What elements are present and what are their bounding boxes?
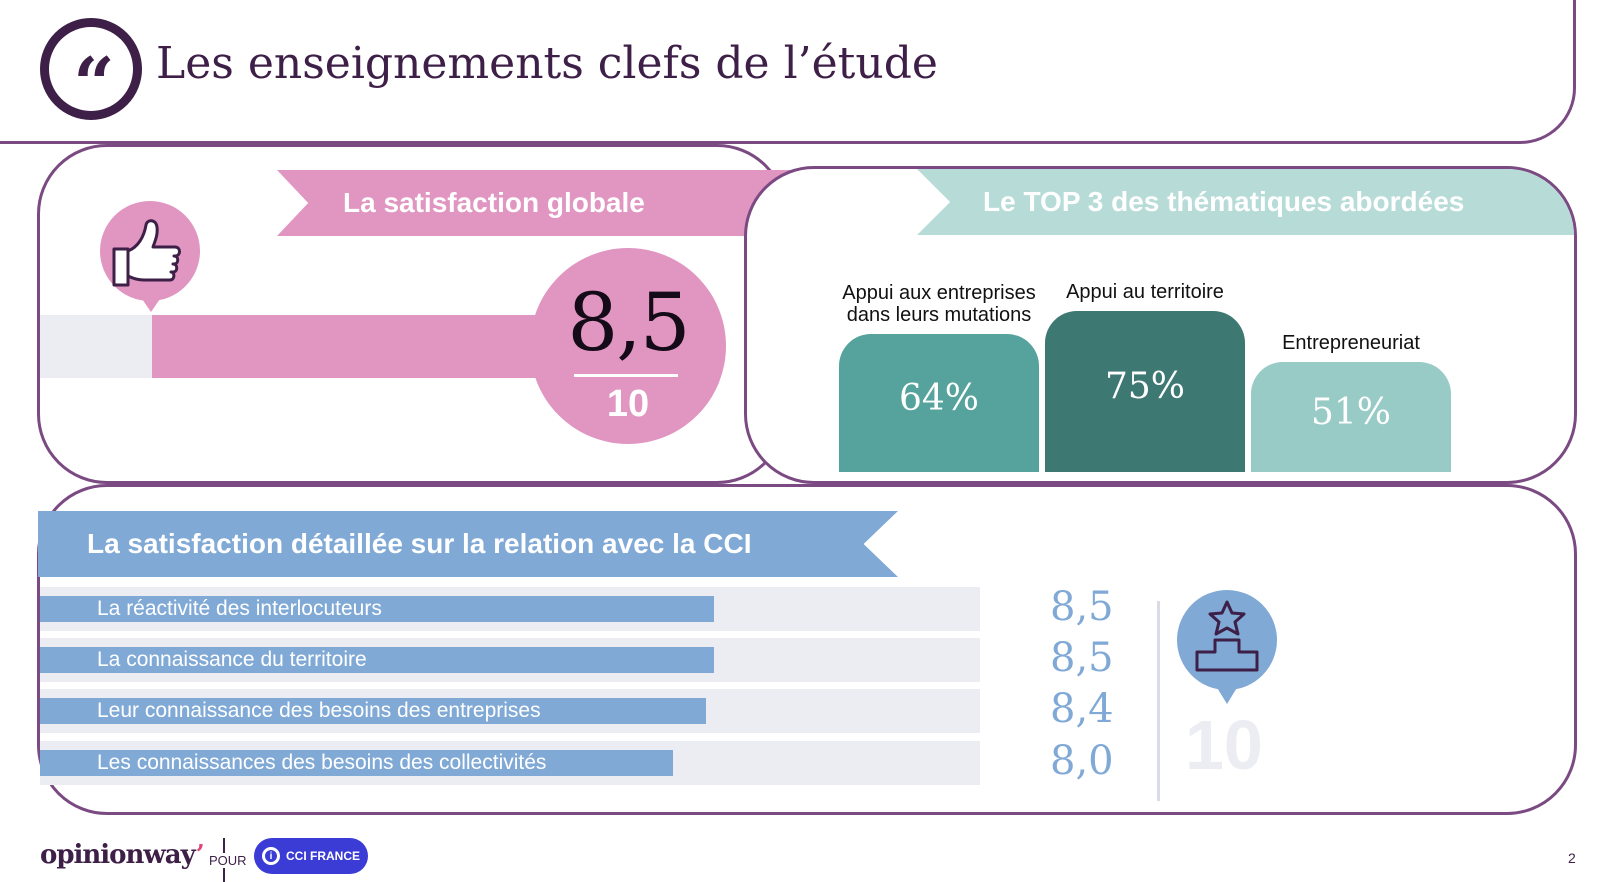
- top3-panel: Le TOP 3 des thématiques abordées 64% App…: [744, 166, 1577, 484]
- pour-label: POUR: [207, 853, 249, 868]
- global-score: 8,5: [567, 276, 690, 369]
- row-bar: [40, 750, 673, 776]
- row-label: Les connaissances des besoins des collec…: [97, 751, 547, 774]
- theme-label: Appui au territoire: [1066, 281, 1224, 303]
- row-score: 8,0: [1050, 738, 1114, 784]
- row-label: La réactivité des interlocuteurs: [97, 597, 382, 620]
- detail-max: 10: [1185, 706, 1263, 784]
- row-bar: [40, 596, 714, 622]
- theme-bar: 64%: [839, 334, 1039, 472]
- theme-label: Entrepreneuriat: [1282, 332, 1420, 354]
- thumbs-up-icon: [100, 201, 200, 301]
- quote-icon: “: [40, 18, 142, 120]
- row-score: 8,5: [1050, 635, 1114, 681]
- row-label: La connaissance du territoire: [97, 648, 367, 671]
- cci-mark-icon: i: [262, 847, 280, 865]
- cci-france-logo: i CCI FRANCE: [254, 838, 368, 874]
- global-bar: [152, 315, 582, 378]
- global-bar-track: [40, 315, 152, 378]
- theme-bar: 75%: [1045, 311, 1245, 472]
- top3-banner: Le TOP 3 des thématiques abordées: [917, 169, 1574, 235]
- detail-banner: La satisfaction détaillée sur la relatio…: [38, 511, 898, 577]
- page-title: Les enseignements clefs de l’étude: [156, 38, 938, 89]
- global-score-max: 10: [606, 383, 650, 425]
- global-score-circle: [530, 248, 726, 444]
- row-bar: [40, 698, 706, 724]
- row-label: Leur connaissance des besoins des entrep…: [97, 699, 541, 722]
- page-number: 2: [1568, 850, 1576, 866]
- header-frame: [0, 0, 1576, 144]
- podium-star-icon: [1177, 590, 1277, 690]
- cci-logo-text: CCI FRANCE: [286, 849, 360, 863]
- theme-bar: 51%: [1251, 362, 1451, 472]
- row-score: 8,4: [1050, 686, 1114, 732]
- opinionway-logo: opinionway’: [40, 840, 205, 870]
- separator: [1157, 601, 1160, 801]
- fraction-line: [574, 374, 678, 377]
- global-satisfaction-banner: La satisfaction globale: [277, 170, 797, 236]
- row-score: 8,5: [1050, 584, 1114, 630]
- bubble-tail: [1216, 686, 1238, 704]
- bubble-tail: [140, 296, 162, 312]
- theme-label: Appui aux entreprises dans leurs mutatio…: [842, 282, 1036, 326]
- row-bar: [40, 647, 714, 673]
